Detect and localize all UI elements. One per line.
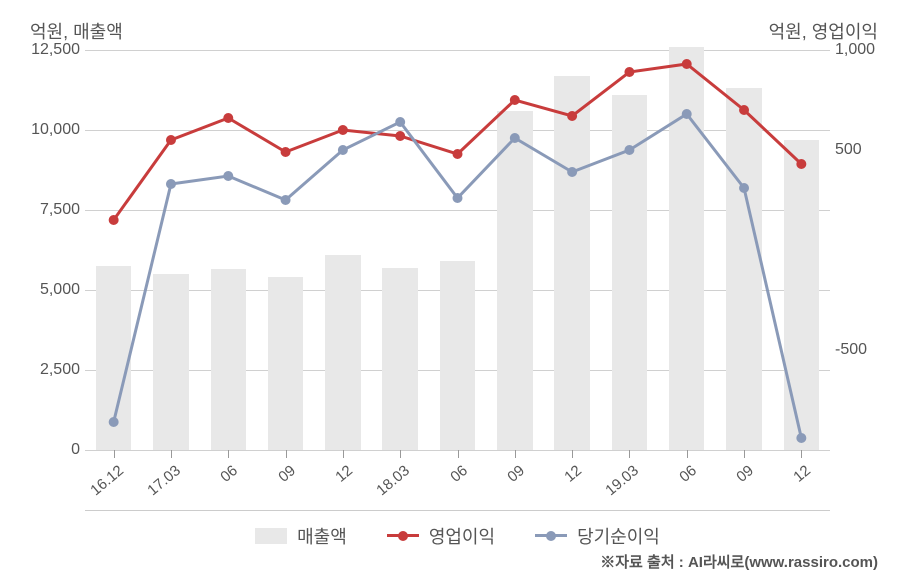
x-label: 09 bbox=[242, 462, 299, 514]
x-tick bbox=[572, 450, 573, 458]
line-marker bbox=[223, 171, 233, 181]
line-marker bbox=[166, 135, 176, 145]
y-right-label: 500 bbox=[835, 141, 905, 159]
x-tick bbox=[343, 450, 344, 458]
legend-label: 영업이익 bbox=[429, 523, 495, 549]
y-left-label: 0 bbox=[10, 441, 80, 459]
legend-item-line-red: 영업이익 bbox=[387, 523, 495, 549]
x-tick bbox=[687, 450, 688, 458]
line-marker bbox=[739, 183, 749, 193]
chart-container: 억원, 매출액 억원, 영업이익 02,5005,0007,50010,0001… bbox=[0, 0, 908, 580]
x-label: 12 bbox=[757, 462, 814, 514]
legend-label: 당기순이익 bbox=[577, 523, 660, 549]
x-label: 12 bbox=[528, 462, 585, 514]
legend-line-swatch bbox=[387, 534, 419, 537]
line-marker bbox=[109, 215, 119, 225]
y-left-label: 10,000 bbox=[10, 121, 80, 139]
y-left-label: 7,500 bbox=[10, 201, 80, 219]
line-marker bbox=[624, 145, 634, 155]
x-label: 18.03 bbox=[356, 462, 413, 514]
line-marker bbox=[281, 147, 291, 157]
line-marker bbox=[567, 111, 577, 121]
x-tick bbox=[744, 450, 745, 458]
x-label: 09 bbox=[700, 462, 757, 514]
y-right-label: 1,000 bbox=[835, 41, 905, 59]
line-marker bbox=[338, 125, 348, 135]
line-marker bbox=[166, 179, 176, 189]
line-marker bbox=[624, 67, 634, 77]
line-marker bbox=[281, 195, 291, 205]
x-label: 16.12 bbox=[70, 462, 127, 514]
x-tick bbox=[801, 450, 802, 458]
x-tick bbox=[171, 450, 172, 458]
line-marker bbox=[453, 149, 463, 159]
source-text: ※자료 출처 : AI라씨로(www.rassiro.com) bbox=[600, 551, 878, 572]
line-marker bbox=[739, 105, 749, 115]
line-marker bbox=[796, 159, 806, 169]
line-marker bbox=[395, 131, 405, 141]
legend-label: 매출액 bbox=[297, 523, 347, 549]
legend-item-bar: 매출액 bbox=[255, 523, 347, 549]
line-marker bbox=[109, 417, 119, 427]
x-label: 09 bbox=[471, 462, 528, 514]
legend: 매출액 영업이익 당기순이익 bbox=[85, 510, 830, 550]
line-series bbox=[114, 114, 802, 438]
line-marker bbox=[453, 193, 463, 203]
x-label: 06 bbox=[184, 462, 241, 514]
plot-area bbox=[85, 50, 830, 450]
y-right-label: -500 bbox=[835, 341, 905, 359]
line-marker bbox=[682, 59, 692, 69]
line-marker bbox=[567, 167, 577, 177]
x-tick bbox=[228, 450, 229, 458]
line-marker bbox=[510, 133, 520, 143]
x-tick bbox=[114, 450, 115, 458]
x-tick bbox=[286, 450, 287, 458]
line-marker bbox=[510, 95, 520, 105]
legend-bar-swatch bbox=[255, 528, 287, 544]
legend-item-line-blue: 당기순이익 bbox=[535, 523, 660, 549]
x-label: 12 bbox=[299, 462, 356, 514]
x-tick bbox=[400, 450, 401, 458]
x-tick bbox=[629, 450, 630, 458]
x-axis: 16.1217.0306091218.0306091219.03060912 bbox=[85, 450, 830, 500]
line-marker bbox=[682, 109, 692, 119]
line-marker bbox=[395, 117, 405, 127]
x-tick bbox=[458, 450, 459, 458]
x-label: 06 bbox=[414, 462, 471, 514]
line-marker bbox=[338, 145, 348, 155]
legend-line-swatch bbox=[535, 534, 567, 537]
x-label: 17.03 bbox=[127, 462, 184, 514]
line-marker bbox=[796, 433, 806, 443]
lines-svg bbox=[85, 50, 830, 450]
y-left-label: 12,500 bbox=[10, 41, 80, 59]
x-tick bbox=[515, 450, 516, 458]
y-left-label: 2,500 bbox=[10, 361, 80, 379]
line-marker bbox=[223, 113, 233, 123]
y-left-label: 5,000 bbox=[10, 281, 80, 299]
x-label: 19.03 bbox=[585, 462, 642, 514]
x-label: 06 bbox=[643, 462, 700, 514]
